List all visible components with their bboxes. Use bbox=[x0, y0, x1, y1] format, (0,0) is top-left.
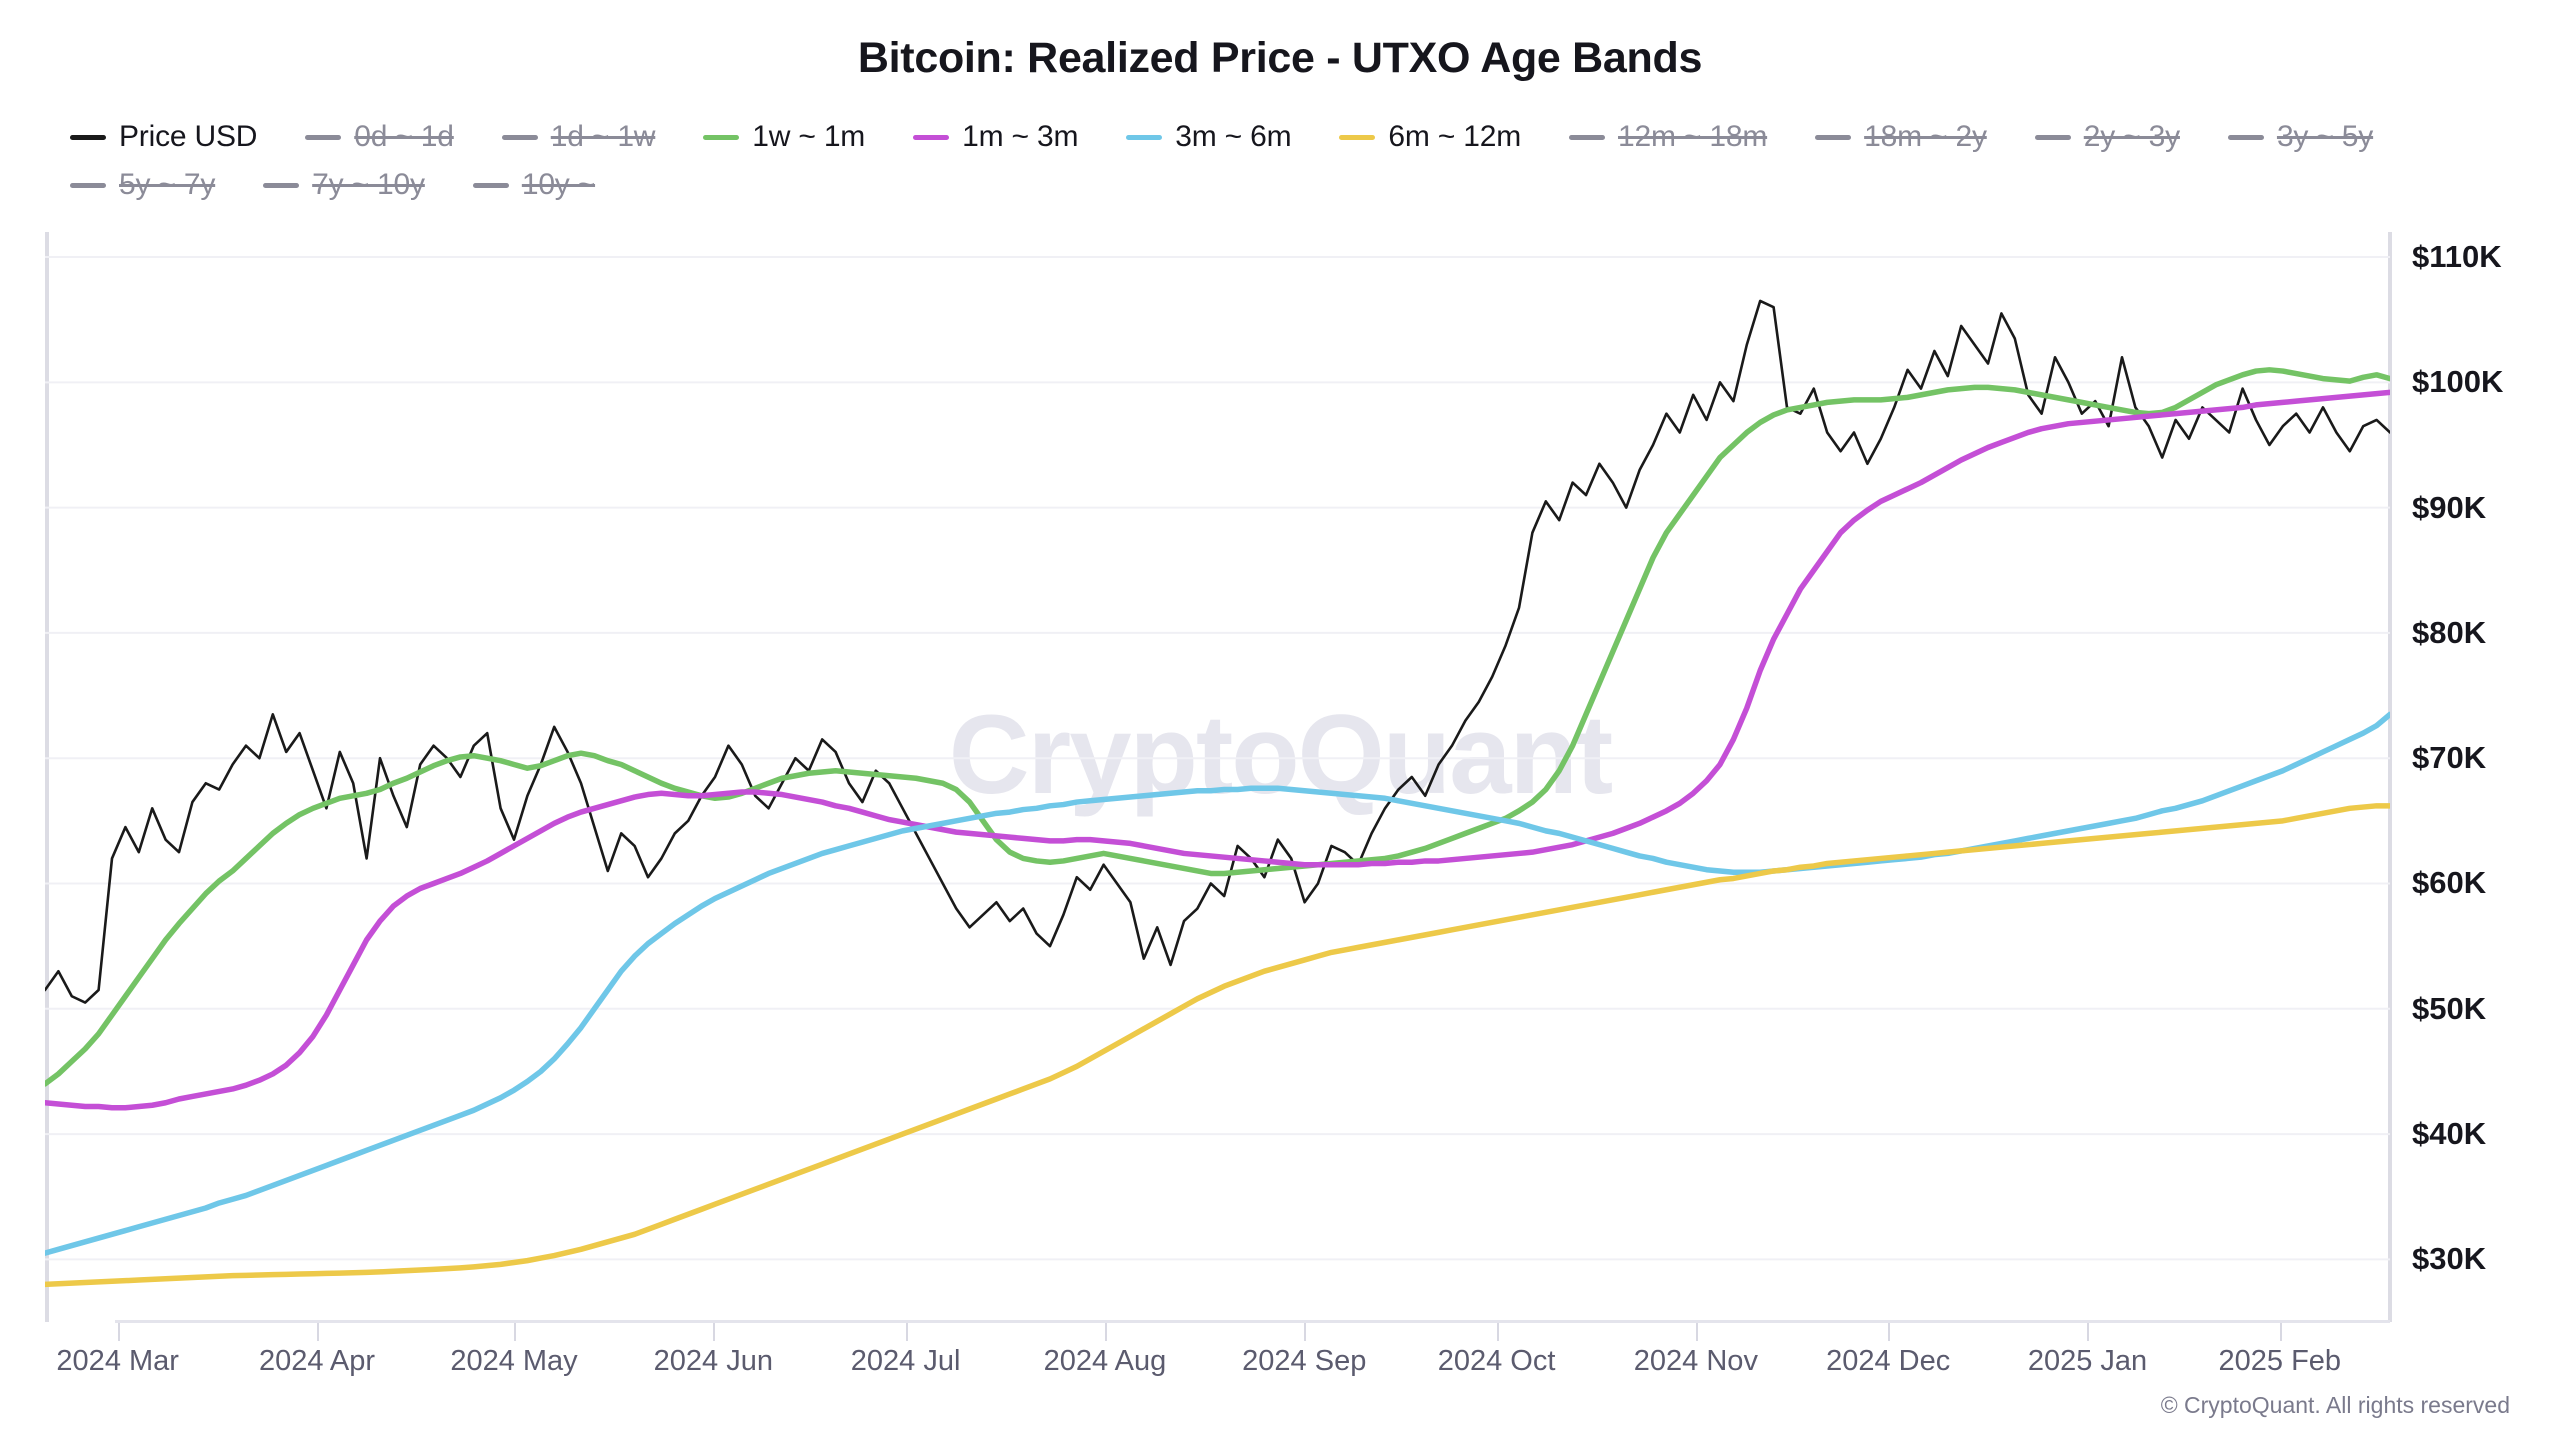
legend-color-swatch bbox=[2227, 134, 2264, 140]
legend-item-7y-10y[interactable]: 7y ~ 10y bbox=[263, 168, 425, 202]
legend-item-label: 12m ~ 18m bbox=[1618, 120, 1768, 153]
x-axis-tick-label: 2024 May bbox=[450, 1345, 578, 1377]
legend-color-swatch bbox=[472, 182, 509, 188]
legend-item-label: 3y ~ 5y bbox=[2276, 120, 2374, 153]
x-axis-tick-mark bbox=[514, 1323, 516, 1341]
x-axis-tick-label: 2025 Feb bbox=[2218, 1345, 2342, 1377]
y-axis-left-line bbox=[45, 232, 49, 1322]
legend-item-label: 7y ~ 10y bbox=[312, 168, 425, 201]
y-axis-tick-label: $40K bbox=[2412, 1116, 2487, 1152]
legend-item-1m-3m[interactable]: 1m ~ 3m bbox=[913, 120, 1078, 154]
x-axis-tick-mark bbox=[2279, 1323, 2282, 1341]
y-axis-right-line bbox=[2388, 232, 2392, 1322]
series-line-1w-1m bbox=[45, 370, 2390, 1084]
y-axis-tick-label: $70K bbox=[2412, 740, 2487, 776]
series-line-1m-3m bbox=[45, 392, 2390, 1107]
legend-item-label: 1d ~ 1w bbox=[550, 120, 656, 153]
y-axis-tick-label: $50K bbox=[2412, 990, 2487, 1026]
legend-item-3y-5y[interactable]: 3y ~ 5y bbox=[2227, 120, 2374, 154]
legend-item-10y[interactable]: 10y ~ bbox=[472, 168, 596, 202]
legend-item-label: Price USD bbox=[119, 120, 258, 153]
legend-item-label: 6m ~ 12m bbox=[1388, 120, 1522, 153]
y-axis-tick-label: $30K bbox=[2412, 1241, 2487, 1277]
x-axis-tick-mark bbox=[1888, 1323, 1891, 1341]
legend-item-label: 10y ~ bbox=[521, 168, 596, 201]
x-axis-tick-mark bbox=[2087, 1323, 2090, 1341]
series-line-6m-12m bbox=[45, 806, 2390, 1285]
legend-color-swatch bbox=[70, 134, 106, 140]
legend-color-swatch bbox=[1569, 134, 1606, 140]
x-axis-tick-mark bbox=[905, 1323, 908, 1341]
y-axis-tick-label: $110K bbox=[2412, 239, 2502, 275]
x-axis-tick-label: 2024 Sep bbox=[1242, 1345, 1367, 1377]
x-axis-tick-mark bbox=[1695, 1323, 1698, 1341]
x-axis-tick-mark bbox=[317, 1323, 320, 1341]
series-canvas bbox=[45, 232, 2390, 1322]
x-axis-tick-mark bbox=[713, 1323, 716, 1341]
legend-color-swatch bbox=[1126, 134, 1163, 140]
legend-item-0d-1d[interactable]: 0d ~ 1d bbox=[305, 120, 454, 154]
y-axis-tick-label: $90K bbox=[2412, 489, 2487, 525]
x-axis-tick-label: 2024 Dec bbox=[1826, 1345, 1951, 1377]
legend-color-swatch bbox=[501, 134, 538, 140]
x-axis-tick-mark bbox=[117, 1323, 120, 1341]
legend-item-5y-7y[interactable]: 5y ~ 7y bbox=[70, 168, 215, 202]
legend-item-18m-2y[interactable]: 18m ~ 2y bbox=[1815, 120, 1987, 154]
y-axis-tick-label: $60K bbox=[2412, 865, 2487, 901]
legend-item-label: 18m ~ 2y bbox=[1864, 120, 1987, 153]
legend-color-swatch bbox=[2034, 134, 2071, 140]
x-axis-tick-mark bbox=[1496, 1323, 1499, 1341]
legend-item-label: 0d ~ 1d bbox=[354, 120, 454, 153]
legend-color-swatch bbox=[263, 182, 300, 188]
legend-item-label: 1w ~ 1m bbox=[752, 120, 866, 153]
legend-color-swatch bbox=[70, 182, 106, 188]
x-axis-tick-label: 2024 Jun bbox=[653, 1345, 773, 1377]
legend-item-6m-12m[interactable]: 6m ~ 12m bbox=[1339, 120, 1521, 154]
legend-item-1d-1w[interactable]: 1d ~ 1w bbox=[501, 120, 656, 154]
x-axis-tick-label: 2025 Jan bbox=[2027, 1345, 2148, 1377]
page-title: Bitcoin: Realized Price - UTXO Age Bands bbox=[857, 34, 1703, 82]
y-axis-tick-label: $100K bbox=[2412, 364, 2504, 400]
legend-item-label: 2y ~ 3y bbox=[2083, 120, 2180, 153]
legend-color-swatch bbox=[1339, 134, 1376, 140]
series-line-price-usd bbox=[45, 301, 2390, 1003]
legend-item-3m-6m[interactable]: 3m ~ 6m bbox=[1126, 120, 1292, 154]
chart-legend: Price USD 0d ~ 1d 1d ~ 1w 1w ~ 1m 1m ~ 3m 3m … bbox=[70, 120, 2510, 202]
y-axis-tick-label: $80K bbox=[2412, 614, 2487, 650]
x-axis-tick-label: 2024 Oct bbox=[1437, 1345, 1556, 1377]
x-axis-tick-mark bbox=[1104, 1323, 1107, 1341]
legend-color-swatch bbox=[1815, 134, 1852, 140]
legend-item-label: 1m ~ 3m bbox=[962, 120, 1079, 153]
plot-area bbox=[45, 232, 2390, 1322]
x-axis-tick-label: 2024 Mar bbox=[56, 1345, 179, 1377]
x-axis-line bbox=[115, 1320, 2390, 1323]
legend-color-swatch bbox=[305, 134, 342, 140]
legend-color-swatch bbox=[703, 134, 740, 140]
x-axis-tick-label: 2024 Aug bbox=[1043, 1345, 1167, 1377]
x-axis-tick-label: 2024 Nov bbox=[1633, 1345, 1758, 1377]
copyright-footer: © CryptoQuant. All rights reserved bbox=[2160, 1392, 2510, 1418]
legend-item-2y-3y[interactable]: 2y ~ 3y bbox=[2034, 120, 2180, 154]
legend-color-swatch bbox=[913, 134, 950, 140]
x-axis-tick-label: 2024 Apr bbox=[258, 1345, 376, 1377]
x-axis-tick-label: 2024 Jul bbox=[850, 1345, 961, 1377]
legend-item-1w-1m[interactable]: 1w ~ 1m bbox=[703, 120, 865, 154]
legend-item-12m-18m[interactable]: 12m ~ 18m bbox=[1569, 120, 1767, 154]
series-line-3m-6m bbox=[45, 714, 2390, 1253]
x-axis-tick-mark bbox=[1304, 1323, 1307, 1341]
legend-item-label: 5y ~ 7y bbox=[119, 168, 216, 201]
legend-item-price-usd[interactable]: Price USD bbox=[70, 120, 257, 154]
legend-item-label: 3m ~ 6m bbox=[1175, 120, 1292, 153]
